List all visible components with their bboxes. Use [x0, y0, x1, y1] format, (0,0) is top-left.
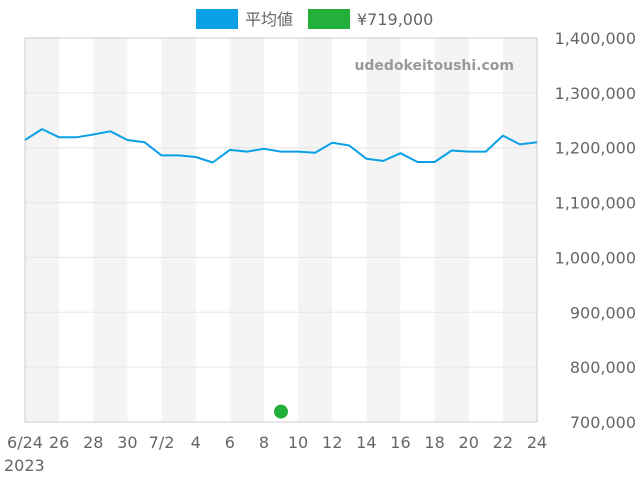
data-point-listing — [274, 404, 288, 419]
x-tick-label: 8 — [259, 433, 269, 452]
background-band — [161, 38, 196, 422]
background-band — [229, 38, 264, 422]
plot-frame — [24, 37, 538, 423]
y-tick-label: 900,000 — [570, 303, 636, 322]
x-tick-label: 14 — [356, 433, 376, 452]
legend: 平均値 ¥719,000 — [196, 9, 433, 29]
legend-label: 平均値 — [245, 10, 293, 29]
x-tick-label: 28 — [83, 433, 103, 452]
watermark-text: udedokeitoushi.com — [354, 58, 514, 74]
y-axis-ticks: 700,000 800,000 900,000 1,000,000 1,100,000 1… — [555, 29, 636, 432]
y-tick-label: 700,000 — [570, 413, 636, 432]
y-tick-label: 1,400,000 — [555, 29, 636, 48]
y-tick-label: 1,100,000 — [555, 194, 636, 213]
x-tick-label: 18 — [424, 433, 444, 452]
x-tick-label: 24 — [527, 433, 547, 452]
y-tick-label: 1,000,000 — [555, 248, 636, 267]
y-tick-label: 1,200,000 — [555, 139, 636, 158]
legend-label: ¥719,000 — [357, 10, 433, 29]
y-tick-label: 800,000 — [570, 358, 636, 377]
y-tick-label: 1,300,000 — [555, 84, 636, 103]
x-tick-label: 6 — [225, 433, 235, 452]
legend-swatch — [308, 9, 350, 29]
x-tick-label: 4 — [191, 433, 201, 452]
background-band — [298, 38, 333, 422]
x-axis-ticks: 6/24 26 28 30 7/2 4 6 8 10 12 14 16 18 20 22 24 — [7, 433, 547, 452]
background-bands — [25, 38, 537, 422]
x-axis-year-label: 2023 — [4, 456, 45, 475]
grid-lines — [25, 37, 537, 423]
x-tick-label: 6/24 — [7, 433, 43, 452]
legend-swatch — [196, 9, 238, 29]
x-tick-label: 16 — [390, 433, 410, 452]
x-tick-label: 12 — [322, 433, 342, 452]
background-band — [93, 38, 128, 422]
x-tick-label: 22 — [493, 433, 513, 452]
background-band — [25, 38, 60, 422]
x-tick-label: 26 — [49, 433, 69, 452]
x-tick-label: 30 — [117, 433, 137, 452]
series-line-average — [24, 128, 538, 164]
x-tick-label: 7/2 — [149, 433, 175, 452]
x-tick-label: 10 — [288, 433, 308, 452]
background-band — [434, 38, 469, 422]
background-band — [502, 38, 537, 422]
series-layer — [24, 128, 538, 419]
background-band — [366, 38, 401, 422]
x-tick-label: 20 — [459, 433, 479, 452]
